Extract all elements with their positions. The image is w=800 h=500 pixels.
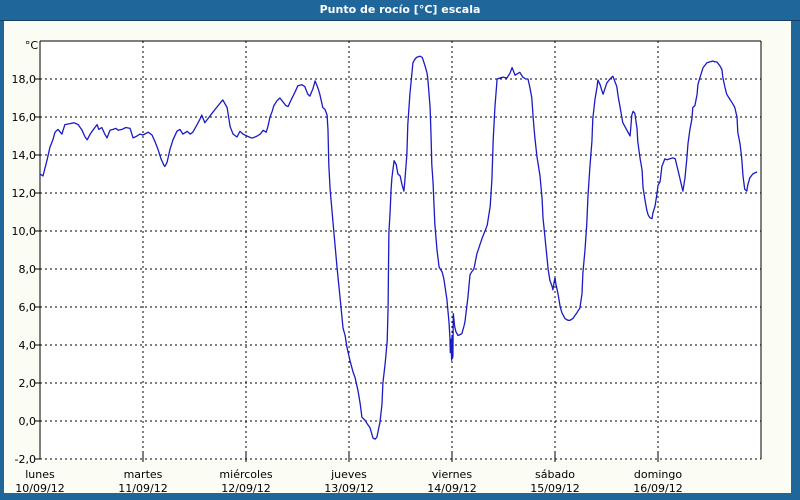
x-day-label: lunes: [25, 468, 55, 481]
y-tick-label: 2,0: [19, 377, 37, 390]
y-tick-label: 14,0: [12, 149, 37, 162]
x-date-label: 14/09/12: [427, 482, 476, 495]
y-tick-label: 16,0: [12, 111, 37, 124]
y-tick-label: 8,0: [19, 263, 37, 276]
x-day-label: jueves: [330, 468, 367, 481]
x-date-label: 15/09/12: [530, 482, 579, 495]
y-tick-label: 12,0: [12, 187, 37, 200]
x-day-label: martes: [124, 468, 163, 481]
y-tick-label: 18,0: [12, 73, 37, 86]
x-date-label: 13/09/12: [324, 482, 373, 495]
x-day-label: domingo: [634, 468, 682, 481]
x-date-label: 16/09/12: [633, 482, 682, 495]
x-date-label: 10/09/12: [15, 482, 64, 495]
y-tick-label: 0,0: [19, 415, 37, 428]
y-tick-label: 10,0: [12, 225, 37, 238]
dewpoint-series-line: [39, 55, 758, 440]
y-tick-label: -2,0: [15, 453, 36, 466]
x-date-label: 12/09/12: [221, 482, 270, 495]
y-tick-label: 4,0: [19, 339, 37, 352]
x-day-label: viernes: [432, 468, 472, 481]
plot-area: [40, 41, 761, 459]
window-titlebar: Punto de rocío [°C] escala: [0, 0, 800, 21]
x-day-label: miércoles: [219, 468, 272, 481]
x-date-label: 11/09/12: [118, 482, 167, 495]
window-title: Punto de rocío [°C] escala: [319, 3, 481, 16]
y-tick-label: 6,0: [19, 301, 37, 314]
y-axis-unit-label: °C: [25, 39, 39, 52]
x-day-label: sábado: [535, 468, 575, 481]
